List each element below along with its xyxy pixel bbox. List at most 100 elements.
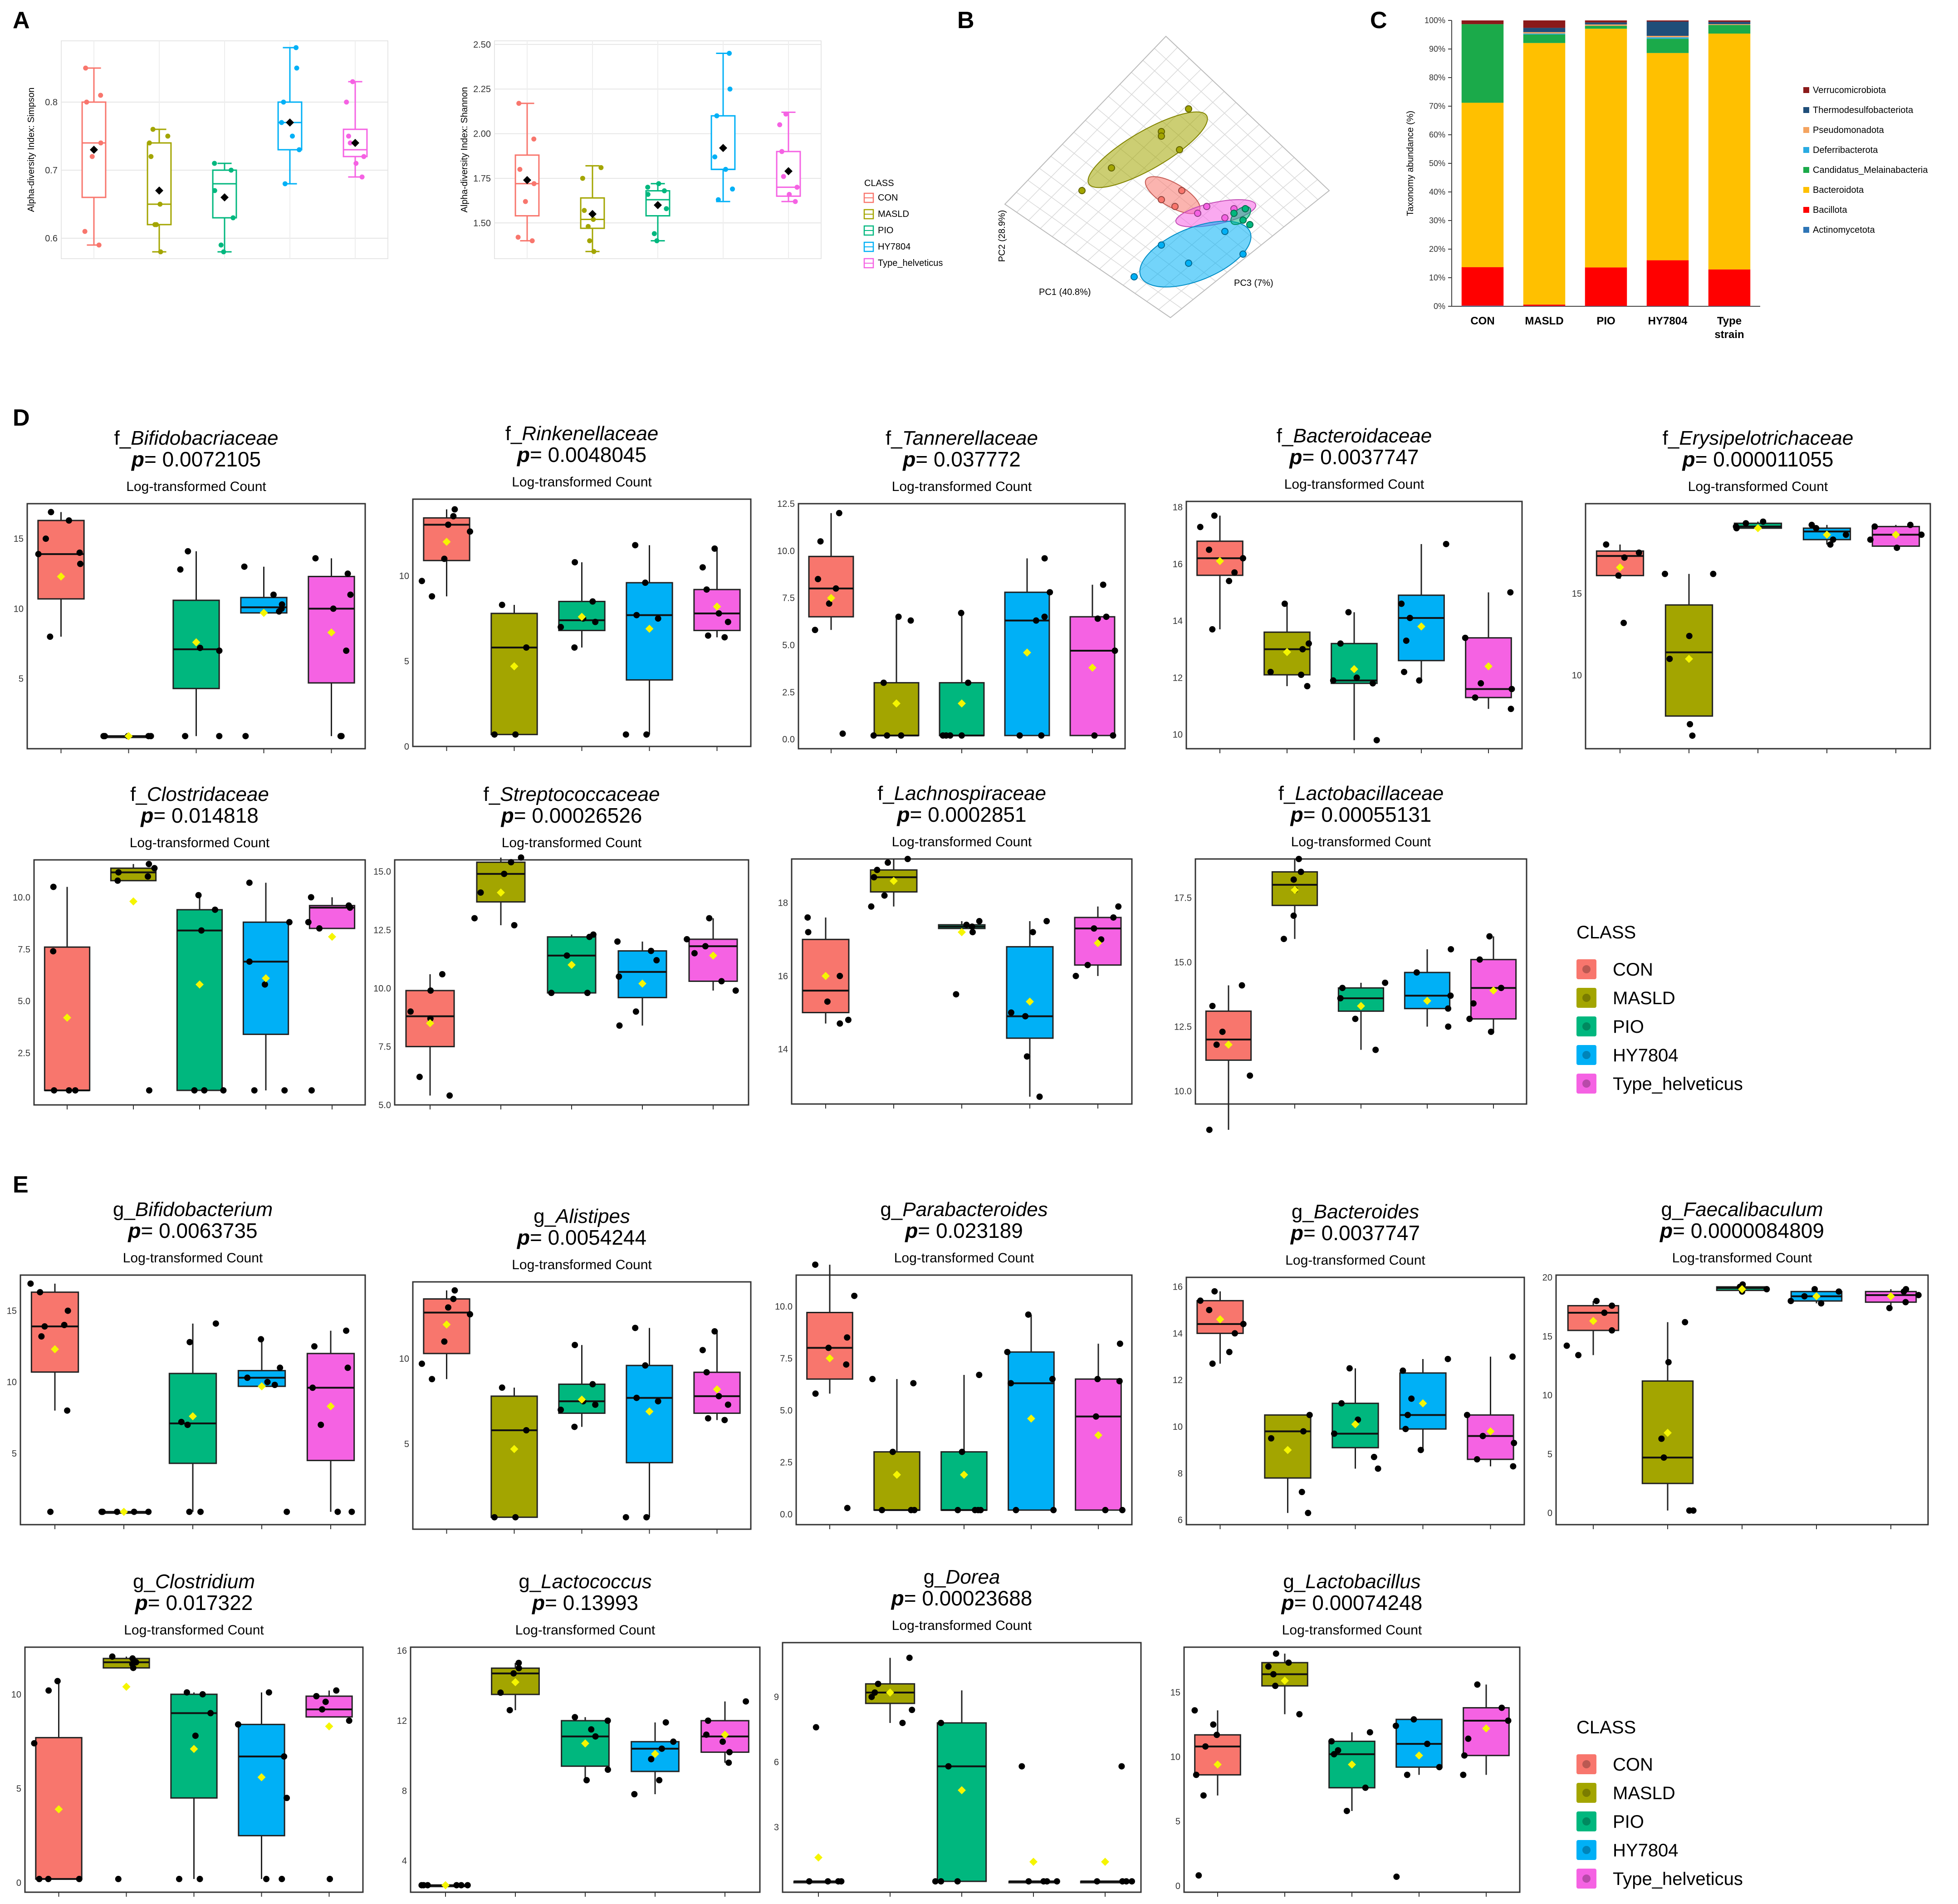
E-Bifidobacterium-point (178, 1418, 185, 1425)
E-Lactobacillus-point (1436, 1764, 1443, 1771)
E-Faecalibaculum-ytick-label: 10 (1542, 1391, 1552, 1401)
D-Clostridaceae-point (191, 1087, 198, 1094)
simpson-ytick-label: 0.8 (45, 98, 58, 108)
E-Clostridium-box-MASLD (103, 1658, 150, 1669)
E-Bifidobacterium-point (41, 1323, 48, 1330)
D-Tannerellaceae-point (1110, 732, 1116, 739)
E-Alistipes-point (451, 1287, 458, 1294)
E-Clostridium-point (346, 1718, 352, 1724)
D-Rinkenellaceae-point (642, 579, 649, 586)
E-Lactococcus-point (588, 1726, 595, 1733)
D-Clostridaceae-title-prefix: f_ (130, 783, 147, 805)
E-Lactococcus-point (515, 1659, 522, 1666)
panel-B: PC1 (40.8%) PC2 (28.9%) PC3 (7%) (997, 35, 1330, 319)
D-Erysipelotrichaceae-ytick-label: 10 (1572, 671, 1582, 681)
D-Erysipelotrichaceae-point (1666, 656, 1673, 662)
E-Bifidobacterium-title: g_Bifidobacterium (113, 1198, 273, 1221)
E-Bifidobacterium-point (64, 1307, 71, 1314)
E-Parabacteroides-mean-marker (960, 1471, 968, 1479)
E-Bifidobacterium-mean-marker (258, 1382, 266, 1391)
D-Bifidobacriaceae-title-taxon: Bifidobacriaceae (131, 427, 278, 449)
E-Parabacteroides-point (1050, 1507, 1057, 1513)
D-Lachnospiraceae-point (874, 867, 881, 873)
shannon-ytick-label: 2.50 (473, 40, 491, 50)
E-Bacteroides-point (1400, 1367, 1406, 1374)
D-Lactobacillaceae-title-prefix: f_ (1278, 782, 1295, 805)
E-Lactococcus-point (506, 1707, 513, 1713)
D-Clostridaceae-point (305, 919, 312, 926)
stack-segment-Bacillota (1523, 304, 1566, 306)
E-legend-key-dot (1582, 1789, 1591, 1797)
E-Dorea-title-taxon: Dorea (946, 1566, 1000, 1588)
E-Bacteroides-point (1371, 1453, 1377, 1460)
stack-segment-Candidatus_Melainabacteria (1708, 25, 1751, 34)
D-Streptococcaceae-point (616, 973, 622, 980)
E-Bifidobacterium-subtitle: Log-transformed Count (123, 1251, 263, 1266)
D-Bacteroidaceae-mean-marker (1484, 662, 1493, 671)
D-Tannerellaceae-point (958, 732, 965, 739)
D-Lactobacillaceae-point (1486, 933, 1493, 940)
E-Parabacteroides-ytick-label: 10.0 (775, 1302, 793, 1312)
E-Faecalibaculum-mean-marker (1738, 1285, 1746, 1294)
D-Lactobacillaceae-point (1352, 1016, 1359, 1022)
E-Lactococcus-title-prefix: g_ (519, 1570, 541, 1593)
D-Erysipelotrichaceae-point (1827, 541, 1834, 548)
D-Bifidobacriaceae-point (344, 570, 351, 577)
stack-legend-key (1803, 187, 1809, 193)
D-Streptococcaceae-ytick-label: 12.5 (373, 925, 391, 935)
D-Clostridaceae-title-taxon: Clostridaceae (147, 783, 269, 805)
D-Lactobacillaceae-point (1337, 995, 1344, 1001)
shannon-point (531, 181, 537, 186)
D-Erysipelotrichaceae-point (1918, 531, 1925, 538)
E-Lactobacillus-point (1366, 1729, 1373, 1736)
stack-category-label: strain (1714, 329, 1744, 341)
E-Lactobacillus-box-CON (1194, 1734, 1241, 1776)
D-Lactobacillaceae-point (1339, 985, 1346, 991)
simpson-point (348, 140, 353, 146)
E-Bifidobacterium-title-taxon: Bifidobacterium (135, 1198, 273, 1221)
D-Streptococcaceae-point (508, 859, 514, 866)
E-Alistipes-point (703, 1369, 710, 1376)
D-Tannerellaceae-title-prefix: f_ (886, 427, 902, 449)
E-Alistipes-point (721, 1417, 728, 1423)
D-Bifidobacriaceae-point (48, 509, 54, 515)
E-Bacteroides-point (1417, 1447, 1424, 1453)
stack-segment-Bacillota (1585, 267, 1627, 306)
shannon-box-HY7804 (710, 115, 736, 170)
D-Bifidobacriaceae-point (100, 733, 107, 740)
pca-point-Type_helveticus (1221, 214, 1229, 221)
stack-category-label: CON (1470, 315, 1494, 327)
simpson-point (282, 181, 288, 186)
D-Streptococcaceae-subtitle: Log-transformed Count (502, 835, 642, 850)
E-Bacteroides-point (1479, 1433, 1486, 1439)
shannon-mean-marker (784, 167, 793, 176)
D-Bifidobacriaceae-point (241, 563, 248, 570)
E-Bacteroides-pvalue: p= 0.0037747 (1290, 1221, 1420, 1245)
E-Bacteroides-title-taxon: Bacteroides (1314, 1201, 1419, 1223)
D-Bacteroidaceae-point (1211, 512, 1218, 519)
E-Lactococcus-ytick-label: 16 (397, 1646, 407, 1656)
panel-E-letter: E (13, 1172, 29, 1198)
E-Alistipes-subtitle: Log-transformed Count (512, 1257, 652, 1272)
stack-segment-Thermodesulfobacteriota (1523, 28, 1566, 32)
E-Clostridium-point (31, 1740, 38, 1747)
E-Bifidobacterium-point (184, 1422, 191, 1428)
D-Lactobacillaceae-point (1290, 913, 1297, 919)
E-Bacteroides-point (1268, 1435, 1275, 1442)
E-Alistipes-point (418, 1360, 425, 1367)
E-Parabacteroides-point (959, 1448, 965, 1455)
D-legend-key-dot (1582, 1051, 1591, 1059)
D-Tannerellaceae-mean-marker (958, 699, 966, 708)
E-Faecalibaculum-point (1575, 1352, 1582, 1359)
D-Lachnospiraceae-ytick-label: 16 (778, 972, 788, 981)
simpson-point (297, 147, 302, 152)
D-Lactobacillaceae-point (1238, 982, 1245, 989)
E-Bifidobacterium-ytick-label: 10 (7, 1378, 17, 1388)
D-Bifidobacriaceae-point (196, 644, 203, 651)
shannon-ytick-label: 2.25 (473, 84, 491, 94)
D-Tannerellaceae-subtitle: Log-transformed Count (892, 479, 1032, 494)
E-Lactococcus-point (458, 1882, 465, 1889)
D-Streptococcaceae-point (471, 915, 478, 922)
D-Erysipelotrichaceae-point (1867, 536, 1874, 543)
E-Lactobacillus-mean-marker (1482, 1724, 1490, 1733)
